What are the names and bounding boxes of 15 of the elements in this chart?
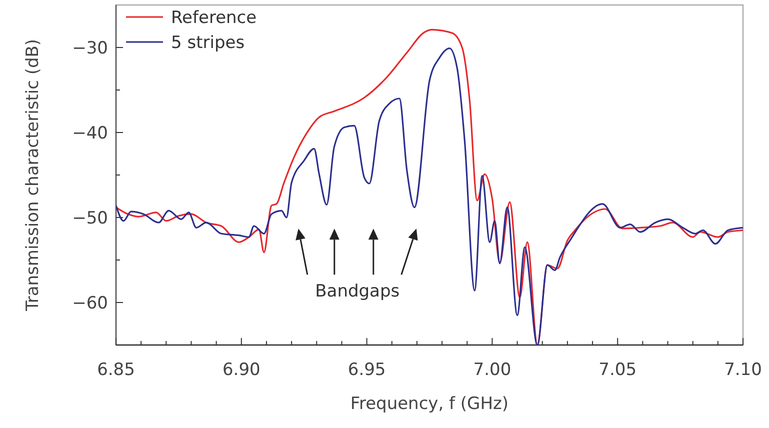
y-tick-label: −60 xyxy=(72,293,108,314)
y-tick-label: −40 xyxy=(72,123,108,144)
y-tick-label: −30 xyxy=(72,38,108,58)
y-tick-label: −50 xyxy=(72,208,108,228)
x-axis-title: Frequency, f (GHz) xyxy=(350,394,509,414)
annotation: Bandgaps xyxy=(315,282,400,302)
legend-label: Reference xyxy=(171,8,257,28)
x-tick-label: 7.00 xyxy=(473,360,512,380)
x-tick-label: 7.10 xyxy=(724,360,762,380)
legend-label: 5 stripes xyxy=(171,32,245,53)
x-tick-label: 6.95 xyxy=(348,360,386,380)
y-axis-title: Transmission characteristic (dB) xyxy=(23,38,43,312)
text: 6.90 xyxy=(222,360,260,380)
x-tick-label: 6.85 xyxy=(97,360,135,380)
x-tick-label: 7.05 xyxy=(598,360,637,380)
